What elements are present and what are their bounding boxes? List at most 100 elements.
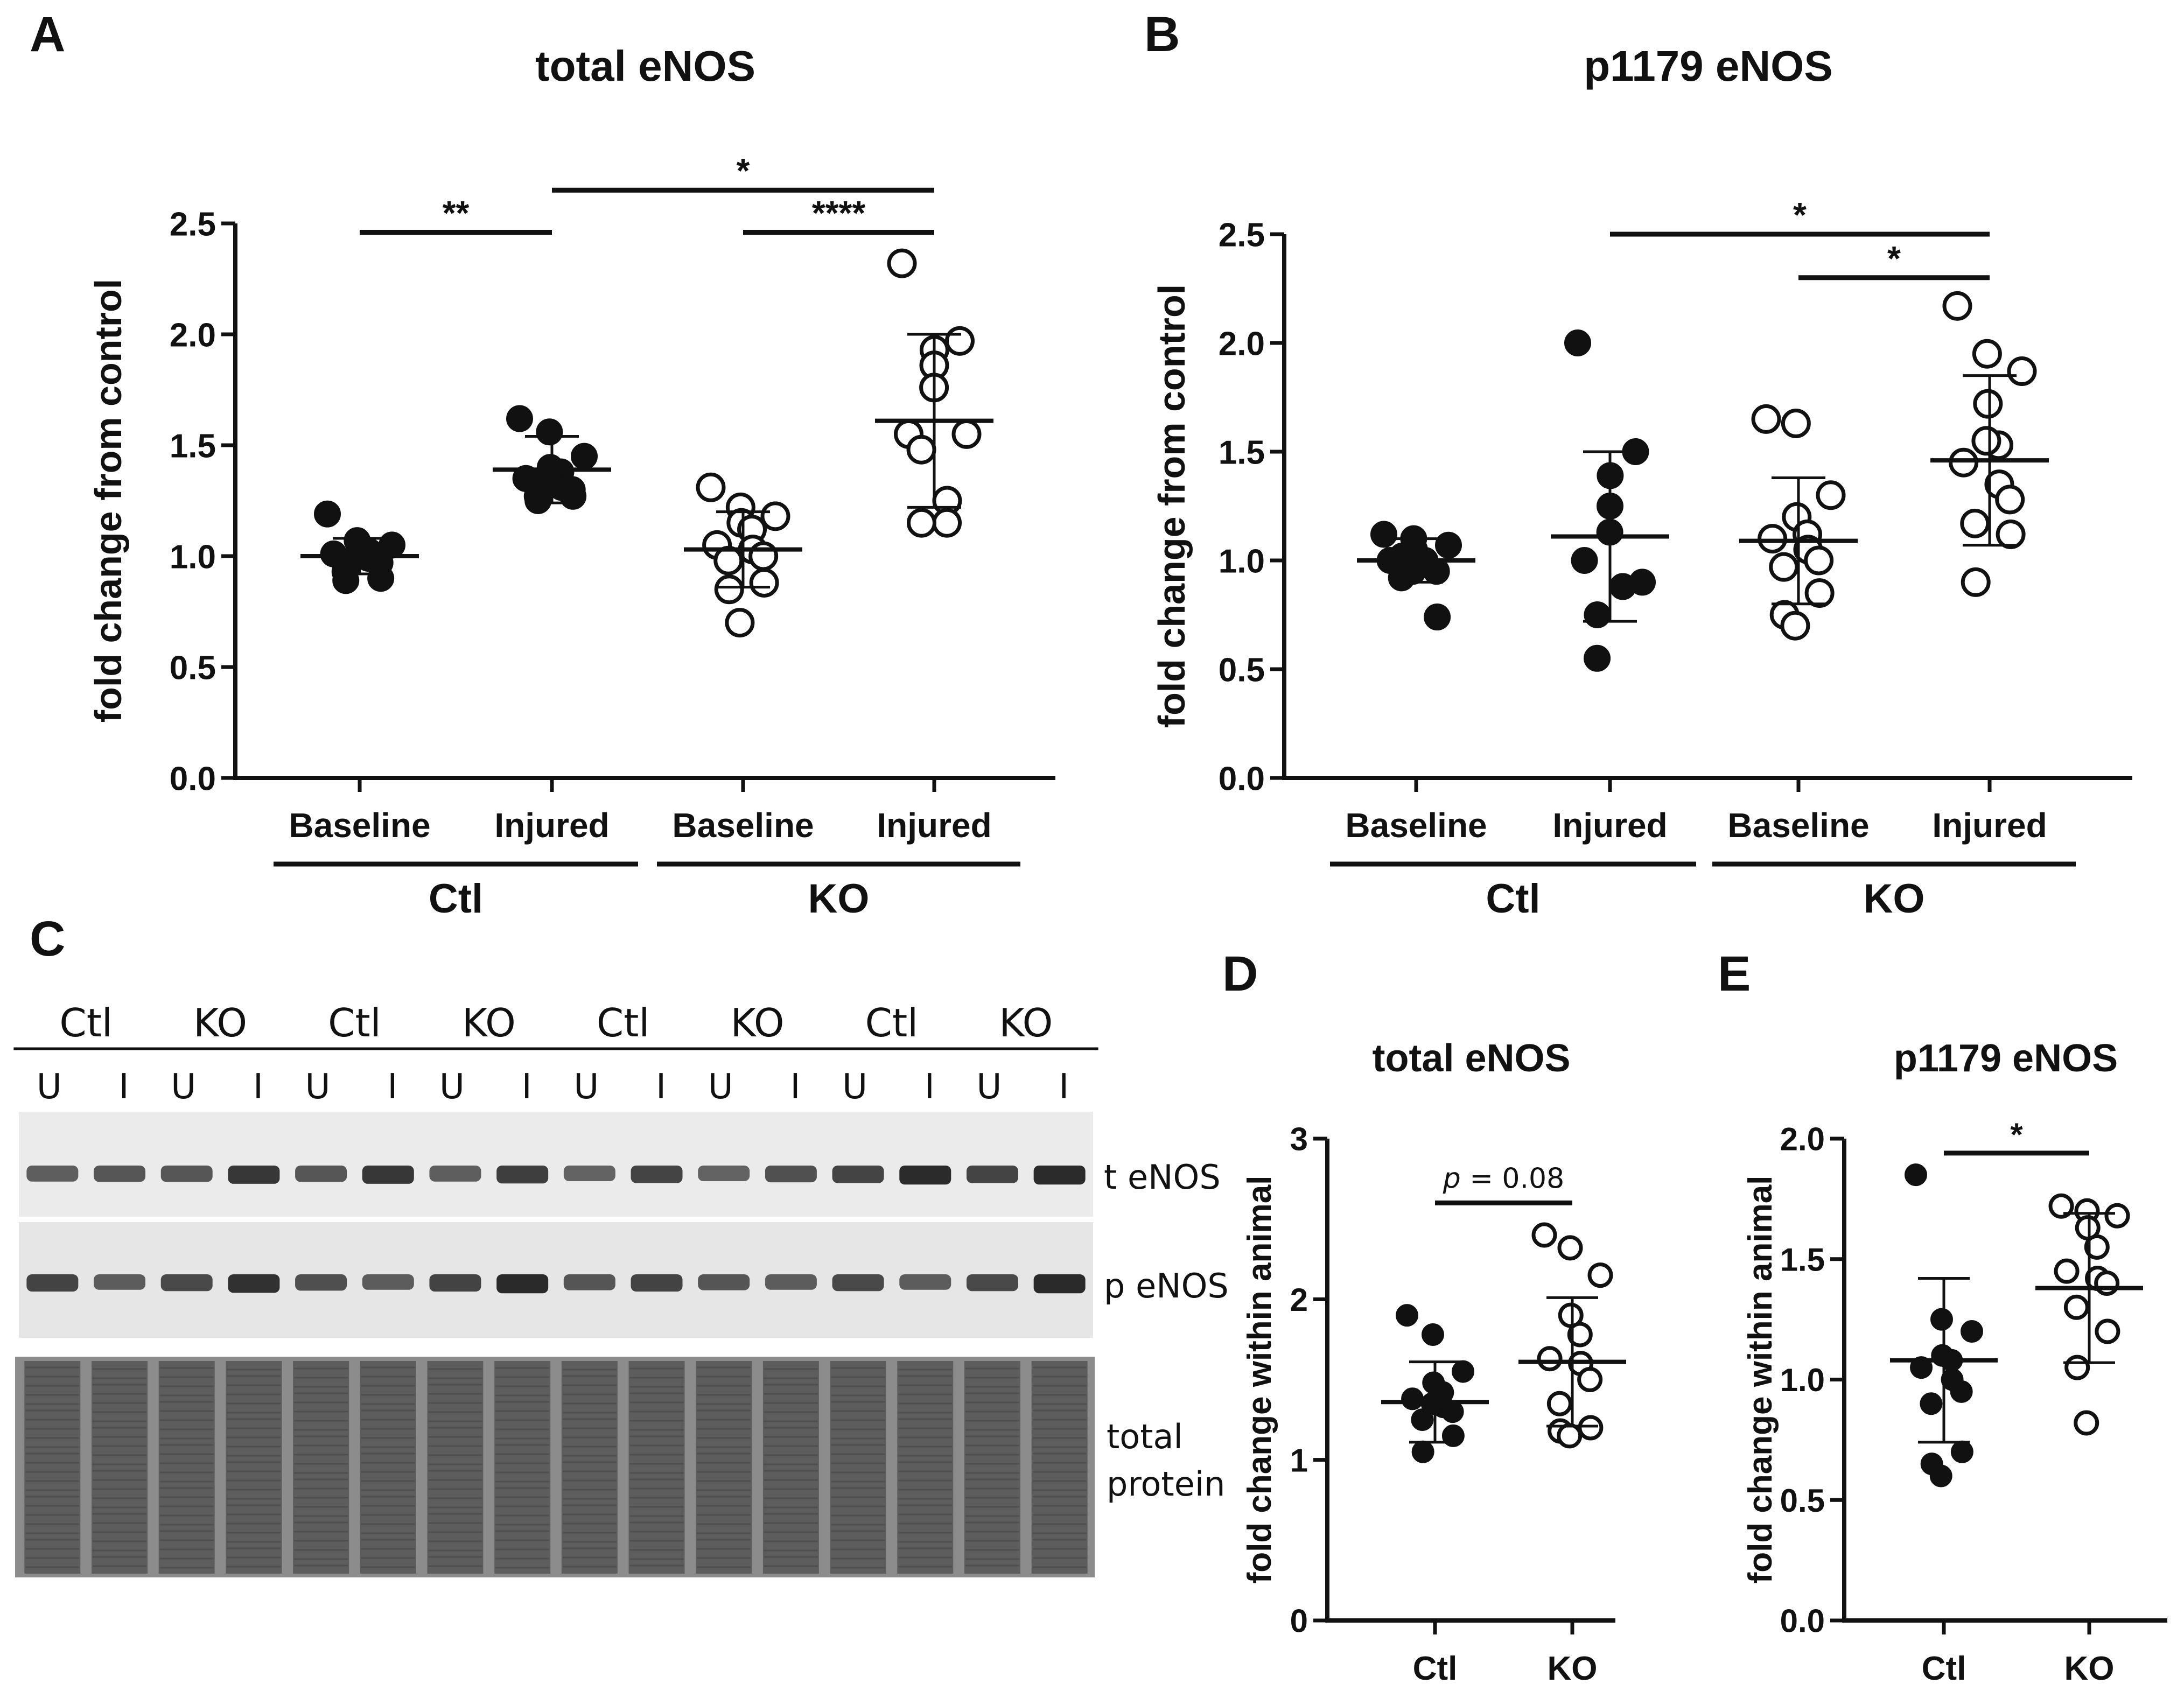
lane-sublabel: I bbox=[656, 1067, 666, 1107]
data-point bbox=[1584, 644, 1611, 672]
data-point bbox=[571, 443, 598, 470]
y-tick-label: 2 bbox=[1290, 1282, 1308, 1318]
x-tick-label: Ctl bbox=[1413, 1650, 1458, 1687]
protein-lane bbox=[24, 1361, 81, 1574]
y-axis-label: fold change from control bbox=[87, 279, 129, 722]
data-point bbox=[1531, 1222, 1557, 1248]
data-point bbox=[1557, 1423, 1583, 1449]
significance-label: p = 0.08 bbox=[1443, 1162, 1564, 1195]
lane-sublabel: U bbox=[439, 1067, 465, 1107]
x-tick-label: Injured bbox=[1552, 806, 1667, 845]
protein-lane bbox=[158, 1361, 215, 1574]
band bbox=[563, 1274, 615, 1290]
data-point bbox=[2104, 1203, 2130, 1229]
y-tick-label: 0.0 bbox=[1219, 760, 1265, 797]
data-point bbox=[1905, 1163, 1927, 1187]
x-tick-label: Injured bbox=[877, 806, 991, 845]
data-point bbox=[1435, 531, 1462, 559]
lane-group-label: Ctl bbox=[328, 1000, 381, 1046]
data-point bbox=[1584, 601, 1611, 628]
y-tick-label: 0.0 bbox=[1780, 1603, 1825, 1639]
lane-sublabel: U bbox=[171, 1067, 196, 1107]
data-point bbox=[1421, 1323, 1444, 1346]
band bbox=[26, 1166, 79, 1182]
y-axis-label: fold change within animal bbox=[1241, 1176, 1278, 1584]
data-point bbox=[1920, 1392, 1943, 1415]
data-point bbox=[536, 418, 563, 446]
y-tick-label: 2.5 bbox=[170, 206, 216, 243]
lane-sublabel: I bbox=[119, 1067, 129, 1107]
data-point bbox=[906, 508, 936, 538]
x-tick-label: Injured bbox=[494, 806, 609, 845]
lane-sublabel: I bbox=[522, 1067, 532, 1107]
data-point bbox=[1950, 1380, 1973, 1403]
data-point bbox=[332, 567, 360, 594]
data-point bbox=[760, 501, 790, 531]
band bbox=[295, 1274, 347, 1291]
data-point bbox=[2064, 1355, 2090, 1380]
x-tick-label: Baseline bbox=[1345, 806, 1487, 845]
group-label: Ctl bbox=[429, 876, 483, 922]
protein-lane bbox=[964, 1361, 1020, 1574]
data-point bbox=[2063, 1294, 2089, 1320]
data-point bbox=[1996, 520, 2026, 550]
y-tick-label: 1.5 bbox=[1219, 434, 1265, 471]
lane-group-label: KO bbox=[193, 1000, 247, 1046]
y-tick-label: 0.5 bbox=[1780, 1483, 1825, 1519]
y-tick-label: 1 bbox=[1290, 1442, 1308, 1478]
lane-sublabel: I bbox=[790, 1067, 800, 1107]
lane-sublabel: I bbox=[253, 1067, 263, 1107]
y-tick-label: 0.5 bbox=[1219, 651, 1265, 689]
protein-lane bbox=[897, 1361, 954, 1574]
lane-group-label: Ctl bbox=[597, 1000, 650, 1046]
x-tick-label: Baseline bbox=[672, 806, 814, 845]
band bbox=[496, 1274, 549, 1294]
lane-group-label: Ctl bbox=[59, 1000, 113, 1046]
protein-lane bbox=[762, 1361, 819, 1574]
data-point bbox=[749, 567, 779, 598]
lane-sublabel: I bbox=[1059, 1067, 1069, 1107]
lane-sublabel: U bbox=[37, 1067, 62, 1107]
band bbox=[429, 1166, 481, 1182]
panel-letter-c: C bbox=[30, 911, 65, 966]
significance-label: * bbox=[1887, 239, 1901, 278]
band bbox=[362, 1166, 414, 1184]
y-tick-label: 1.0 bbox=[170, 538, 216, 576]
data-point bbox=[725, 608, 755, 638]
data-point bbox=[1424, 604, 1451, 631]
data-point bbox=[1816, 480, 1846, 510]
data-point bbox=[2007, 356, 2037, 387]
x-tick-label: Baseline bbox=[289, 806, 430, 845]
band bbox=[496, 1166, 549, 1184]
data-point bbox=[1401, 1387, 1424, 1411]
data-point bbox=[1537, 1346, 1563, 1372]
protein-lane bbox=[92, 1361, 148, 1574]
data-point bbox=[1949, 447, 1979, 478]
data-point bbox=[1972, 339, 2002, 369]
data-point bbox=[314, 500, 341, 528]
y-tick-label: 1.5 bbox=[1780, 1241, 1825, 1278]
protein-lane bbox=[830, 1361, 886, 1574]
band bbox=[228, 1166, 280, 1184]
band bbox=[362, 1274, 414, 1290]
lane-sublabel: I bbox=[387, 1067, 397, 1107]
data-point bbox=[932, 508, 962, 538]
data-point bbox=[1995, 485, 2025, 515]
protein-lane bbox=[494, 1361, 551, 1574]
y-tick-label: 2.0 bbox=[170, 317, 216, 354]
data-point bbox=[714, 574, 744, 605]
band bbox=[1033, 1166, 1086, 1185]
band bbox=[94, 1166, 146, 1182]
y-tick-label: 1.0 bbox=[1219, 543, 1265, 580]
y-axis-label: fold change from control bbox=[1151, 284, 1193, 728]
data-point bbox=[1950, 1440, 1973, 1463]
panel-letter-a: A bbox=[30, 7, 65, 62]
y-axis-label: fold change within animal bbox=[1742, 1176, 1779, 1584]
chart-title: p1179 eNOS bbox=[1584, 42, 1833, 90]
lane-group-label: KO bbox=[731, 1000, 785, 1046]
data-point bbox=[1804, 545, 1834, 576]
